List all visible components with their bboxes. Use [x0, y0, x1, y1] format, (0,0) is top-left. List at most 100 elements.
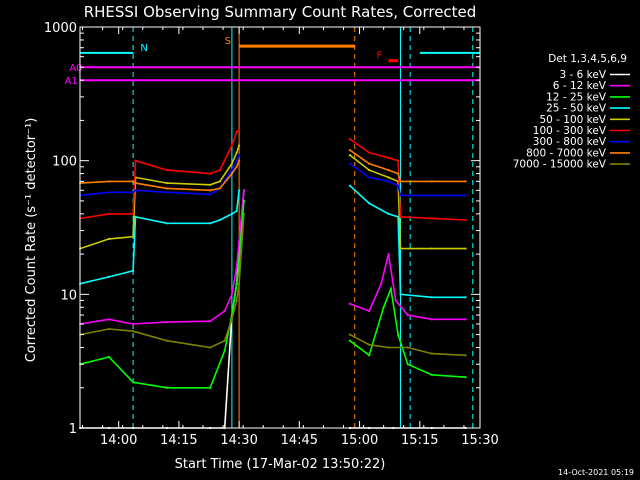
y-tick-label: 10	[60, 288, 77, 303]
series-point-9	[387, 346, 390, 349]
series-point-5	[399, 247, 402, 250]
series-point-7	[230, 169, 233, 172]
series-point-8	[387, 169, 390, 172]
x-tick-label: 14:30	[220, 433, 257, 448]
legend-label-7: 300 - 800 keV	[533, 136, 607, 148]
legend-label-1: 3 - 6 keV	[559, 69, 606, 81]
flag-label-a0: A0	[69, 63, 82, 74]
series-point-9	[230, 318, 233, 321]
series-point-5	[238, 144, 241, 147]
series-point-5	[165, 181, 168, 185]
series-point-7	[348, 162, 352, 165]
series-point-7	[132, 191, 135, 194]
series-point-4	[132, 269, 135, 272]
series-point-7	[134, 189, 137, 192]
series-point-6	[397, 159, 400, 162]
series-line-6-seg-1	[79, 129, 240, 220]
x-tick-label: 14:00	[100, 433, 137, 448]
series-point-3	[242, 199, 246, 203]
series-point-9	[368, 343, 371, 346]
series-point-8	[209, 189, 212, 192]
series-point-5	[368, 169, 371, 172]
legend-label-4: 25 - 50 keV	[546, 103, 607, 115]
series-point-2	[430, 318, 433, 321]
series-point-7	[387, 180, 390, 183]
x-tick-label: 14:15	[160, 433, 197, 448]
x-tick-label: 15:30	[461, 433, 498, 448]
series-point-5	[464, 247, 467, 250]
plot-area: A0 A1 N S F	[65, 27, 480, 430]
series-point-3	[238, 259, 241, 262]
x-axis-label: Start Time (17-Mar-02 13:50:22)	[175, 457, 386, 472]
series-point-8	[230, 172, 233, 175]
series-point-9	[406, 346, 409, 349]
series-point-2	[223, 309, 226, 313]
flag-label-s: S	[225, 36, 231, 47]
series-point-4	[399, 293, 402, 296]
series-point-2	[235, 265, 238, 269]
series-point-9	[235, 299, 238, 302]
series-point-4	[430, 296, 433, 299]
chart-title: RHESSI Observing Summary Count Rates, Co…	[84, 3, 477, 21]
series-point-3	[348, 339, 352, 342]
series-point-7	[209, 193, 212, 196]
series-point-6	[399, 215, 402, 218]
series-point-7	[430, 194, 433, 197]
series-point-6	[218, 169, 221, 172]
series-point-6	[107, 212, 111, 215]
series-point-2	[165, 320, 168, 324]
series-line-3-seg-2	[349, 285, 466, 378]
series-point-8	[218, 187, 221, 190]
y-tick-label: 100	[52, 155, 77, 170]
series-point-6	[430, 217, 433, 220]
series-point-9	[132, 330, 135, 333]
legend-label-9: 7000 - 15000 keV	[513, 159, 607, 171]
series-point-2	[209, 320, 212, 323]
series-line-3-seg-1	[79, 200, 245, 389]
series-point-7	[107, 191, 111, 194]
series-point-3	[132, 381, 135, 384]
series-point-5	[218, 180, 221, 183]
series-point-9	[242, 212, 246, 215]
series-point-5	[132, 235, 135, 238]
series-point-4	[230, 212, 233, 215]
series-point-2	[107, 318, 111, 321]
series-point-2	[230, 293, 233, 296]
series-point-2	[406, 313, 409, 317]
legend-label-8: 800 - 7000 keV	[526, 147, 607, 159]
series-point-6	[165, 169, 168, 172]
series-point-6	[387, 156, 390, 159]
footer-date: 14-Oct-2021 05:19	[558, 468, 634, 477]
series-point-6	[368, 151, 371, 154]
legend-title: Det 1,3,4,5,6,9	[548, 53, 627, 65]
flag-label-n: N	[140, 43, 147, 54]
series-point-7	[238, 154, 241, 157]
series-point-9	[430, 352, 433, 355]
series-point-8	[348, 148, 352, 152]
series-point-8	[368, 162, 371, 165]
series-point-5	[348, 154, 352, 157]
series-line-8-seg-1	[80, 160, 240, 192]
series-point-3	[430, 373, 433, 376]
series-point-8	[430, 180, 433, 183]
series-point-6	[238, 128, 241, 131]
series-point-8	[399, 180, 402, 183]
series-point-6	[464, 218, 467, 222]
x-tick-label: 15:00	[341, 433, 378, 448]
series-point-4	[235, 209, 238, 213]
x-tick-label: 14:45	[281, 433, 318, 448]
series-line-9-seg-2	[349, 333, 466, 357]
series-point-3	[165, 386, 168, 389]
series-point-5	[107, 237, 111, 240]
series-point-8	[165, 187, 168, 190]
series-line-9-seg-1	[79, 213, 245, 349]
y-tick-label: 1000	[44, 21, 77, 36]
x-tick-label: 15:15	[401, 433, 438, 448]
series-point-2	[394, 299, 397, 302]
series-point-4	[134, 215, 137, 218]
legend-label-3: 12 - 25 keV	[546, 91, 607, 103]
flag-label-f: F	[376, 51, 382, 62]
series-point-7	[464, 194, 467, 197]
